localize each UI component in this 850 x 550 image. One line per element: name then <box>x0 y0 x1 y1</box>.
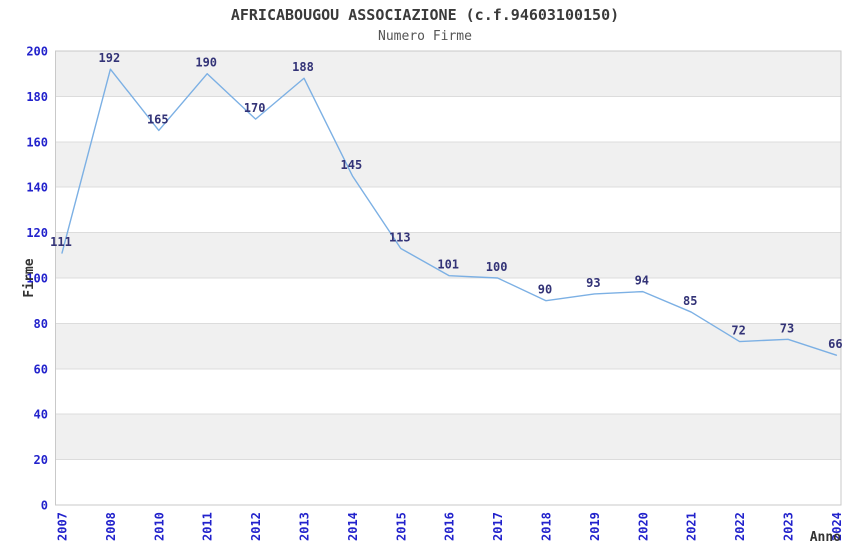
data-point-label: 192 <box>99 51 121 65</box>
plot-bands <box>55 51 841 505</box>
y-tick-label: 80 <box>34 317 48 331</box>
x-tick-label: 2014 <box>346 512 360 541</box>
data-point-label: 145 <box>341 158 363 172</box>
data-point-label: 190 <box>195 56 217 70</box>
x-tick-label: 2012 <box>249 512 263 541</box>
data-point-label: 100 <box>486 260 508 274</box>
x-tick-label: 2023 <box>782 512 796 541</box>
x-axis-tick-labels: 2007 2008 2010 2011 2012 2013 2014 2015 2016 2017… <box>56 512 844 541</box>
plot-band <box>55 51 841 97</box>
plot-band <box>55 187 841 233</box>
plot-band <box>55 141 841 188</box>
plot-band <box>55 368 841 415</box>
x-tick-label: 2013 <box>298 512 312 541</box>
x-tick-label: 2016 <box>443 512 457 541</box>
y-axis-title: Firme <box>22 258 37 297</box>
chart-title: AFRICABOUGOU ASSOCIAZIONE (c.f.946031001… <box>231 6 619 24</box>
x-tick-label: 2008 <box>104 512 118 541</box>
x-tick-label: 2017 <box>491 512 505 541</box>
x-tick-label: 2024 <box>830 512 844 541</box>
y-axis-tick-labels: 0 20 40 60 80 100 120 140 160 180 200 <box>26 45 48 513</box>
plot-area-border <box>55 50 842 506</box>
x-axis-title: Anno <box>810 530 841 545</box>
y-tick-label: 160 <box>26 135 48 149</box>
data-point-label: 94 <box>635 274 649 288</box>
series-line <box>61 68 838 356</box>
gridlines <box>55 95 841 461</box>
data-point-label: 101 <box>437 258 459 272</box>
data-point-label: 85 <box>683 294 697 308</box>
x-tick-label: 2019 <box>588 512 602 541</box>
x-tick-label: 2011 <box>201 512 215 541</box>
plot-band <box>55 459 841 505</box>
data-point-labels: 111 192 165 190 170 188 145 113 101 100 90 93 94 85 72… <box>50 51 842 351</box>
x-tick-label: 2020 <box>636 512 650 541</box>
plot-band <box>55 414 841 460</box>
data-point-label: 188 <box>292 60 314 74</box>
x-tick-label: 2010 <box>152 512 166 541</box>
data-point-label: 93 <box>586 276 600 290</box>
x-tick-label: 2021 <box>685 512 699 541</box>
data-point-label: 66 <box>828 337 842 351</box>
y-tick-label: 60 <box>34 362 48 376</box>
plot-band <box>55 278 841 324</box>
plot-band <box>55 96 841 142</box>
y-tick-label: 120 <box>26 226 48 240</box>
plot-band <box>55 323 841 369</box>
data-point-label: 90 <box>538 283 552 297</box>
y-tick-label: 180 <box>26 90 48 104</box>
y-tick-label: 100 <box>26 272 48 286</box>
x-tick-label: 2022 <box>733 512 747 541</box>
data-point-label: 73 <box>780 321 794 335</box>
data-point-label: 111 <box>50 235 72 249</box>
data-point-label: 72 <box>731 324 745 338</box>
data-point-label: 165 <box>147 112 169 126</box>
data-point-label: 170 <box>244 101 266 115</box>
x-tick-label: 2015 <box>394 512 408 541</box>
plot-band <box>55 232 841 278</box>
data-point-label: 113 <box>389 230 411 244</box>
y-tick-label: 20 <box>34 453 48 467</box>
x-tick-label: 2007 <box>56 512 70 541</box>
y-tick-label: 200 <box>26 45 48 59</box>
y-tick-label: 0 <box>41 499 48 513</box>
x-tick-label: 2018 <box>540 512 554 541</box>
y-tick-label: 40 <box>34 408 48 422</box>
y-tick-label: 140 <box>26 181 48 195</box>
chart-subtitle: Numero Firme <box>378 29 472 44</box>
